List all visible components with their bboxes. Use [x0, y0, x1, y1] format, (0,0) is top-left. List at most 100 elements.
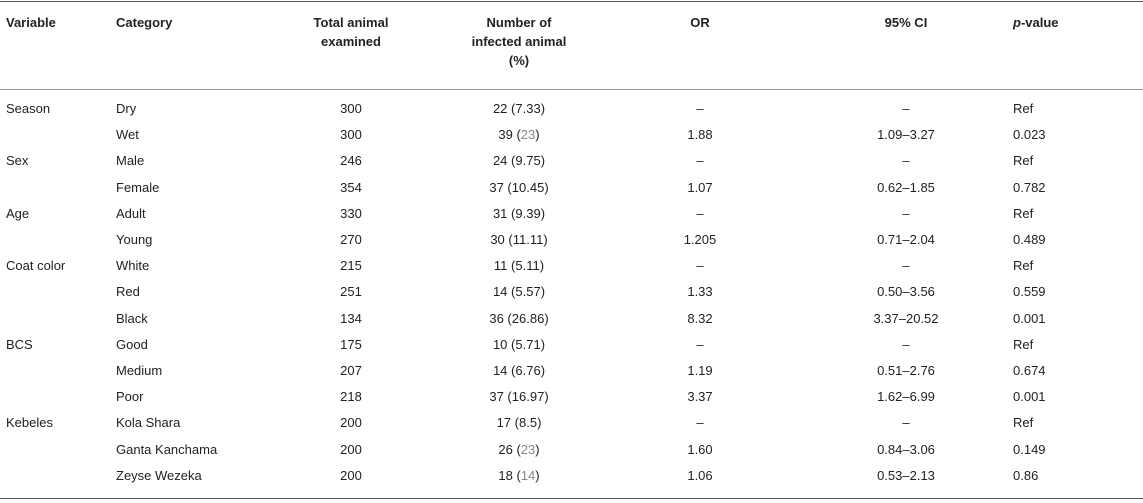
- infected-percent: 23: [520, 127, 536, 143]
- cell-infected: 17 (8.5): [496, 415, 542, 431]
- cell-p-value: Ref: [1013, 101, 1034, 116]
- infected-percent: 11.11: [512, 232, 544, 247]
- cell-or: –: [696, 336, 704, 352]
- cell-total: 251: [340, 284, 362, 300]
- header-rule: [0, 89, 1143, 90]
- cell-or: 1.07: [687, 179, 713, 195]
- cell-category: Medium: [116, 363, 163, 378]
- cell-infected: 14 (5.57): [492, 284, 546, 300]
- table-row: Kebeles Kola Shara 200 17 (8.5) – – Ref: [0, 410, 1143, 436]
- cell-or: –: [696, 101, 704, 116]
- cell-ci: –: [902, 153, 910, 169]
- infected-count: 11: [493, 258, 508, 274]
- infected-percent: 26.86: [511, 310, 545, 326]
- infected-count: 18: [498, 467, 513, 483]
- cell-ci: 0.62–1.85: [877, 179, 935, 195]
- cell-infected: 18 (14): [498, 467, 540, 483]
- table-row: Poor 218 37 (16.97) 3.37 1.62–6.99 0.001: [0, 384, 1143, 410]
- cell-infected: 14 (6.76): [492, 363, 546, 378]
- cell-category: Male: [116, 153, 145, 169]
- cell-or: –: [696, 258, 704, 274]
- cell-total: 218: [340, 389, 362, 405]
- infected-count: 17: [496, 415, 512, 431]
- table-row: Age Adult 330 31 (9.39) – – Ref: [0, 201, 1143, 227]
- cell-infected: 30 (11.11): [490, 232, 548, 247]
- cell-total: 207: [340, 363, 362, 378]
- cell-p-value: Ref: [1013, 205, 1034, 221]
- cell-or: 1.60: [687, 441, 713, 457]
- cell-total: 330: [340, 205, 362, 221]
- cell-infected: 37 (16.97): [489, 389, 549, 405]
- infected-percent: 10.45: [511, 179, 545, 195]
- cell-or: 1.33: [687, 284, 713, 300]
- cell-category: Red: [116, 284, 140, 300]
- table-row: Zeyse Wezeka 200 18 (14) 1.06 0.53–2.13 0.86: [0, 463, 1143, 489]
- cell-variable: BCS: [6, 336, 33, 352]
- table-row: Female 354 37 (10.45) 1.07 0.62–1.85 0.782: [0, 175, 1143, 201]
- cell-ci: –: [902, 258, 910, 274]
- infected-count: 30: [490, 232, 505, 247]
- cell-or: –: [696, 415, 704, 431]
- table-row: Medium 207 14 (6.76) 1.19 0.51–2.76 0.674: [0, 358, 1143, 384]
- cell-p-value: 0.489: [1013, 232, 1046, 247]
- infected-percent: 6.76: [515, 363, 541, 378]
- infected-percent: 7.33: [515, 101, 541, 116]
- cell-ci: 0.51–2.76: [877, 363, 935, 378]
- cell-category: Dry: [116, 101, 137, 116]
- infected-count: 37: [489, 389, 504, 405]
- cell-infected: 10 (5.71): [492, 336, 546, 352]
- cell-ci: 1.62–6.99: [877, 389, 935, 405]
- cell-ci: 0.84–3.06: [877, 441, 935, 457]
- cell-p-value: Ref: [1013, 415, 1034, 431]
- cell-p-value: 0.782: [1013, 179, 1046, 195]
- cell-category: Poor: [116, 389, 144, 405]
- cell-or: 1.06: [687, 467, 713, 483]
- cell-total: 215: [340, 258, 362, 274]
- cell-category: Black: [116, 310, 148, 326]
- cell-p-value: 0.149: [1013, 441, 1046, 457]
- infected-count: 26: [498, 441, 513, 457]
- table-row: Coat color White 215 11 (5.11) – – Ref: [0, 253, 1143, 279]
- cell-total: 270: [340, 232, 362, 247]
- table-row: Ganta Kanchama 200 26 (23) 1.60 0.84–3.06 0.1…: [0, 437, 1143, 463]
- cell-ci: 0.53–2.13: [877, 467, 935, 483]
- cell-infected: 22 (7.33): [492, 101, 546, 116]
- table-bottom-rule: [0, 498, 1143, 499]
- cell-total: 200: [340, 441, 362, 457]
- infected-count: 14: [492, 284, 508, 300]
- table-row: Young 270 30 (11.11) 1.205 0.71–2.04 0.489: [0, 227, 1143, 253]
- cell-infected: 26 (23): [498, 441, 540, 457]
- cell-p-value: Ref: [1013, 153, 1034, 169]
- cell-variable: Sex: [6, 153, 29, 169]
- header-p-value: p-value: [1013, 15, 1059, 30]
- cell-infected: 39 (23): [498, 127, 540, 143]
- cell-or: 3.37: [687, 389, 713, 405]
- cell-p-value: 0.001: [1013, 389, 1046, 405]
- header-or: OR: [690, 15, 710, 30]
- cell-ci: –: [902, 415, 910, 431]
- cell-or: 1.88: [687, 127, 713, 143]
- cell-or: 8.32: [687, 310, 713, 326]
- cell-ci: 0.50–3.56: [877, 284, 935, 300]
- cell-infected: 11 (5.11): [493, 258, 545, 274]
- infected-count: 39: [498, 127, 513, 143]
- infected-percent: 16.97: [511, 389, 545, 405]
- cell-ci: –: [902, 205, 910, 221]
- cell-p-value: Ref: [1013, 258, 1034, 274]
- cell-total: 175: [340, 336, 362, 352]
- infected-percent: 5.71: [515, 336, 541, 352]
- infected-count: 14: [492, 363, 508, 378]
- cell-total: 200: [340, 415, 362, 431]
- cell-or: 1.19: [687, 363, 713, 378]
- infected-count: 22: [492, 101, 508, 116]
- cell-variable: Season: [6, 101, 51, 116]
- table-row: Wet 300 39 (23) 1.88 1.09–3.27 0.023: [0, 122, 1143, 148]
- table-row: BCS Good 175 10 (5.71) – – Ref: [0, 332, 1143, 358]
- cell-category: Young: [116, 232, 153, 247]
- cell-ci: –: [902, 101, 910, 116]
- cell-category: Good: [116, 336, 148, 352]
- cell-category: Ganta Kanchama: [116, 441, 218, 457]
- cell-infected: 24 (9.75): [492, 153, 546, 169]
- infected-percent: 9.39: [515, 205, 541, 221]
- infected-count: 10: [492, 336, 508, 352]
